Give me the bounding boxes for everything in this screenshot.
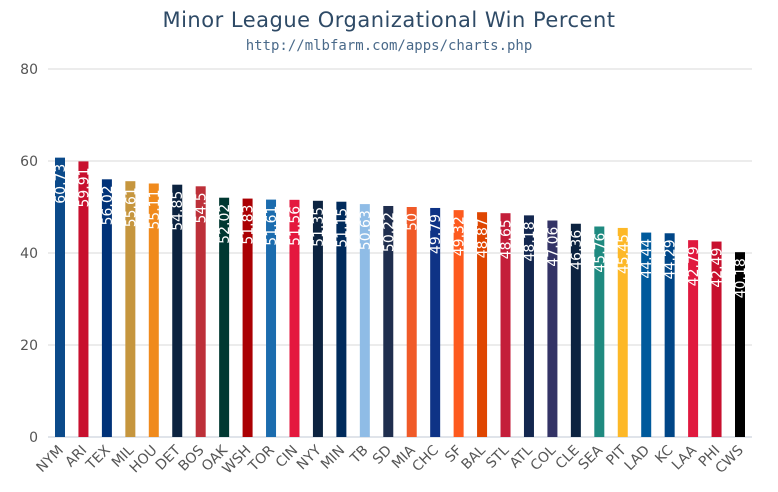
y-tick-label: 0 xyxy=(29,430,38,446)
bar xyxy=(570,223,581,437)
bar xyxy=(406,207,417,437)
data-label: 48.87 xyxy=(475,218,491,258)
bar xyxy=(523,215,534,437)
data-label: 54.5 xyxy=(194,192,210,223)
x-tick-label: SEA xyxy=(576,442,607,473)
data-label: 47.06 xyxy=(545,226,561,266)
data-label: 42.49 xyxy=(710,248,726,288)
bar xyxy=(641,232,652,437)
bar xyxy=(453,210,464,437)
bar xyxy=(289,199,300,437)
bar xyxy=(547,220,558,437)
chart-title: Minor League Organizational Win Percent xyxy=(162,8,616,32)
bar xyxy=(336,201,347,437)
x-tick-label: BAL xyxy=(459,442,490,473)
bar xyxy=(101,179,112,438)
data-label: 55.61 xyxy=(123,187,139,227)
bar xyxy=(242,198,253,437)
x-tick-label: TB xyxy=(347,443,372,468)
bar xyxy=(711,241,722,437)
data-label: 42.79 xyxy=(686,246,702,286)
data-label: 54.85 xyxy=(170,191,186,231)
bar xyxy=(172,184,183,437)
bar xyxy=(664,233,675,437)
bar xyxy=(383,205,394,437)
x-tick-label: ARI xyxy=(62,443,90,471)
data-label: 50.22 xyxy=(381,212,397,252)
data-label: 44.29 xyxy=(663,239,679,279)
data-label: 51.56 xyxy=(287,206,303,246)
bar xyxy=(500,213,511,437)
bar xyxy=(688,240,699,437)
x-tick-label: LAD xyxy=(622,443,653,474)
x-tick-label: CHC xyxy=(409,442,442,475)
data-label: 49.79 xyxy=(428,214,444,254)
bar xyxy=(735,252,745,437)
bar xyxy=(78,161,89,437)
y-tick-label: 20 xyxy=(20,338,38,354)
chart-subtitle: http://mlbfarm.com/apps/charts.php xyxy=(245,38,533,54)
x-tick-label: CWS xyxy=(713,442,747,476)
data-label: 52.02 xyxy=(217,204,233,244)
data-label: 44.44 xyxy=(639,238,655,278)
data-label: 48.65 xyxy=(499,219,515,259)
bar xyxy=(477,212,488,437)
bar xyxy=(219,197,230,437)
data-label: 60.73 xyxy=(53,164,69,204)
data-label: 55.11 xyxy=(147,189,163,229)
data-label: 49.32 xyxy=(452,216,468,256)
x-tick-label: MIN xyxy=(318,443,348,473)
data-label: 45.45 xyxy=(616,234,632,274)
x-tick-label: STL xyxy=(483,442,512,471)
bar xyxy=(148,183,159,437)
x-tick-label: CIN xyxy=(273,443,302,472)
bar xyxy=(430,207,441,437)
bar xyxy=(594,226,605,437)
data-label: 51.15 xyxy=(334,208,350,248)
y-tick-label: 80 xyxy=(20,62,38,78)
data-label: 50.63 xyxy=(358,210,374,250)
data-label: 51.35 xyxy=(311,207,327,247)
data-label: 50 xyxy=(405,213,421,231)
data-label: 48.18 xyxy=(522,221,538,261)
bar xyxy=(55,157,65,437)
y-tick-label: 60 xyxy=(20,154,38,170)
bar xyxy=(359,204,370,437)
y-tick-label: 40 xyxy=(20,246,38,262)
data-label: 51.83 xyxy=(241,205,257,245)
bar xyxy=(125,181,136,437)
bar xyxy=(312,200,323,437)
bar xyxy=(266,199,277,437)
bar xyxy=(195,186,206,437)
data-label: 59.91 xyxy=(76,167,92,207)
x-tick-label: CLE xyxy=(553,443,583,473)
data-label: 40.18 xyxy=(733,258,749,298)
bar xyxy=(617,227,628,437)
data-label: 45.76 xyxy=(592,232,608,272)
data-label: 56.02 xyxy=(100,185,116,225)
data-label: 46.36 xyxy=(569,230,585,270)
data-label: 51.61 xyxy=(264,206,280,246)
